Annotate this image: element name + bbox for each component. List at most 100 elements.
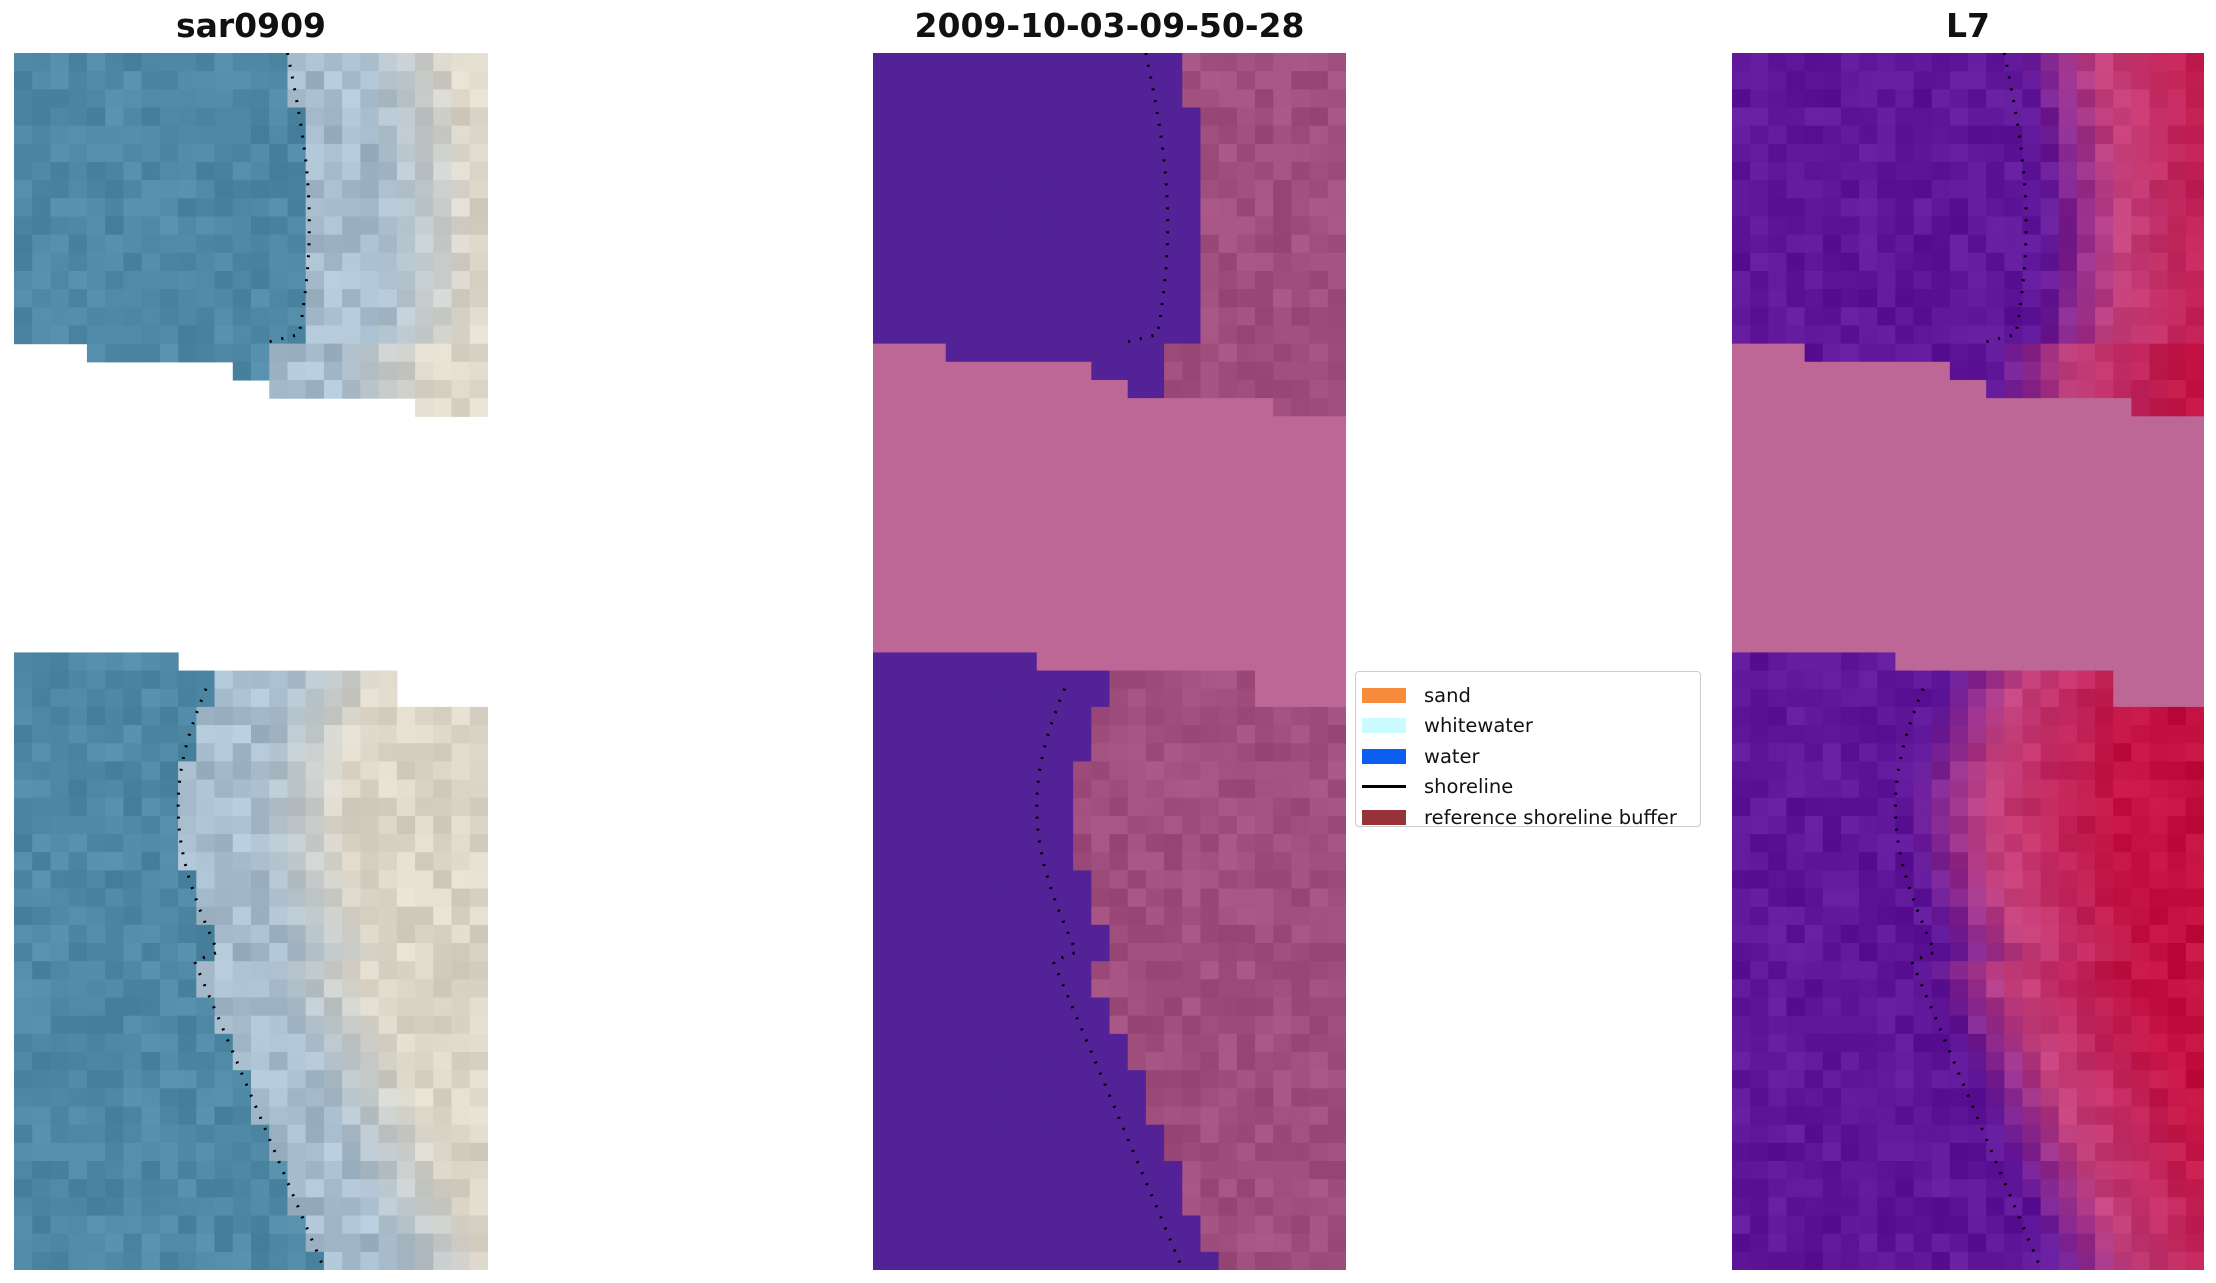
pixel-cell: [342, 53, 361, 72]
pixel-cell: [2131, 997, 2151, 1017]
pixel-cell: [123, 1124, 143, 1144]
pixel-cell: [1236, 797, 1256, 817]
pixel-cell: [2167, 634, 2187, 654]
pixel-cell: [305, 325, 325, 345]
pixel-cell: [1949, 743, 1969, 762]
pixel-cell: [2076, 379, 2096, 399]
pixel-cell: [123, 706, 143, 726]
pixel-cell: [1895, 198, 1915, 218]
pixel-cell: [1822, 1233, 1842, 1253]
pixel-cell: [873, 89, 892, 109]
pixel-cell: [1968, 597, 1987, 617]
pixel-cell: [1804, 1179, 1824, 1198]
pixel-cell: [2167, 961, 2187, 980]
pixel-cell: [1840, 688, 1860, 708]
pixel-cell: [1073, 1124, 1092, 1144]
pixel-cell: [891, 107, 910, 127]
pixel-cell: [945, 1052, 965, 1071]
pixel-cell: [141, 997, 161, 1017]
pixel-cell: [269, 688, 289, 708]
pixel-cell: [1255, 1215, 1274, 1235]
pixel-cell: [982, 398, 1001, 417]
pixel-cell: [1895, 180, 1915, 199]
pixel-cell: [1255, 89, 1274, 109]
pixel-cell: [1804, 852, 1824, 871]
pixel-cell: [1895, 1142, 1915, 1162]
pixel-cell: [1949, 71, 1969, 90]
pixel-cell: [323, 943, 343, 962]
pixel-cell: [2004, 53, 2024, 72]
pixel-cell: [123, 688, 143, 708]
pixel-cell: [323, 180, 343, 199]
pixel-cell: [2040, 180, 2060, 199]
pixel-cell: [1127, 71, 1147, 90]
pixel-cell: [1895, 688, 1915, 708]
pixel-cell: [68, 325, 88, 345]
pixel-cell: [1164, 688, 1183, 708]
pixel-cell: [2185, 688, 2204, 708]
pixel-cell: [1931, 507, 1951, 526]
pixel-cell: [214, 325, 234, 345]
pixel-cell: [1036, 761, 1056, 781]
pixel-cell: [1732, 343, 1751, 363]
pixel-cell: [2040, 906, 2060, 926]
pixel-cell: [1309, 1070, 1329, 1089]
pixel-cell: [945, 198, 965, 218]
pixel-cell: [963, 616, 983, 635]
pixel-cell: [982, 1233, 1001, 1253]
pixel-cell: [1291, 761, 1311, 781]
pixel-cell: [1200, 743, 1220, 762]
pixel-cell: [891, 997, 910, 1017]
pixel-cell: [1931, 834, 1951, 853]
pixel-cell: [1018, 834, 1038, 853]
pixel-cell: [1091, 525, 1111, 545]
pixel-cell: [32, 815, 52, 835]
pixel-cell: [159, 815, 179, 835]
pixel-cell: [159, 1233, 179, 1253]
pixel-cell: [86, 252, 106, 272]
pixel-cell: [14, 252, 33, 272]
pixel-cell: [1164, 834, 1183, 853]
pixel-cell: [1822, 488, 1842, 508]
pixel-cell: [1236, 289, 1256, 308]
pixel-cell: [1768, 1251, 1788, 1270]
pixel-cell: [2167, 924, 2187, 944]
whitewater-swatch: [1362, 718, 1406, 734]
pixel-cell: [178, 870, 197, 890]
pixel-cell: [1291, 1033, 1311, 1053]
pixel-cell: [1949, 1197, 1969, 1217]
pixel-cell: [2004, 797, 2024, 817]
pixel-cell: [1732, 379, 1751, 399]
pixel-cell: [1786, 1124, 1806, 1144]
pixel-cell: [2131, 1124, 2151, 1144]
pixel-cell: [1786, 234, 1806, 254]
pixel-cell: [415, 161, 434, 181]
pixel-cell: [2058, 888, 2078, 908]
pixel-cell: [1877, 180, 1896, 199]
pixel-cell: [1145, 234, 1165, 254]
pixel-cell: [1931, 343, 1951, 363]
pixel-cell: [287, 1124, 307, 1144]
pixel-cell: [159, 706, 179, 726]
pixel-cell: [2185, 488, 2204, 508]
pixel-cell: [433, 234, 453, 254]
pixel-cell: [2022, 361, 2042, 381]
pixel-cell: [2113, 325, 2132, 345]
pixel-cell: [982, 852, 1001, 871]
pixel-cell: [1200, 634, 1220, 654]
pixel-cell: [891, 198, 910, 218]
pixel-cell: [159, 924, 179, 944]
pixel-cell: [360, 1088, 380, 1108]
pixel-cell: [141, 688, 161, 708]
pixel-cell: [1859, 1015, 1878, 1035]
shoreline-lower: [1035, 688, 1185, 1270]
pixel-cell: [1000, 1179, 1020, 1198]
pixel-cell: [32, 1161, 52, 1180]
pixel-cell: [1768, 1197, 1788, 1217]
pixel-cell: [1895, 997, 1915, 1017]
pixel-cell: [1895, 1052, 1915, 1071]
pixel-cell: [323, 706, 343, 726]
pixel-cell: [1036, 270, 1056, 290]
pixel-cell: [873, 743, 892, 762]
pixel-cell: [1273, 1197, 1293, 1217]
